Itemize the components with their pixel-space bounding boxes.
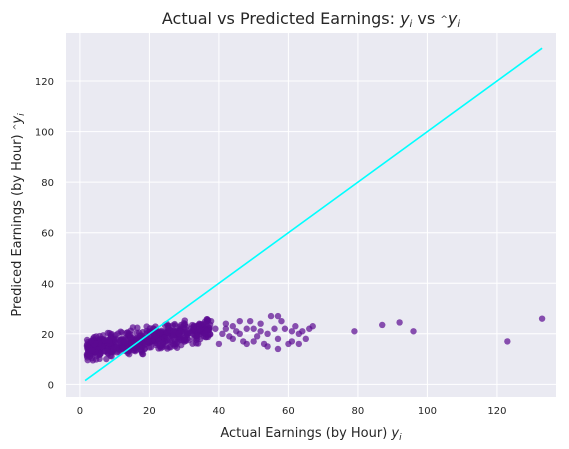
x-tick-label: 100 (418, 406, 437, 417)
scatter-point (151, 333, 158, 340)
scatter-point (193, 340, 200, 347)
y-tick-label: 100 (35, 128, 54, 139)
scatter-point (274, 312, 282, 320)
scatter-point (110, 345, 117, 352)
scatter-point (196, 325, 204, 333)
y-tick-label: 0 (48, 380, 54, 391)
scatter-point (253, 333, 261, 340)
scatter-point (138, 348, 145, 356)
y-tick-label: 40 (41, 279, 54, 290)
scatter-point (222, 320, 230, 327)
scatter-point (288, 338, 296, 345)
y-tick-label: 120 (35, 77, 54, 88)
scatter-point (229, 323, 237, 330)
scatter-point (157, 345, 164, 352)
x-tick-label: 20 (143, 406, 156, 417)
scatter-point (181, 321, 188, 329)
scatter-point (119, 344, 127, 352)
scatter-point (175, 330, 182, 337)
scatter-point (250, 325, 257, 332)
scatter-point (267, 312, 275, 320)
y-tick-label: 60 (41, 229, 54, 240)
scatter-point (379, 321, 386, 329)
scatter-point (504, 338, 511, 345)
scatter-point (171, 320, 178, 328)
scatter-point (88, 347, 96, 354)
scatter-point (212, 325, 219, 332)
scatter-point (222, 325, 230, 332)
scatter-point (274, 335, 282, 343)
x-tick-label: 40 (213, 406, 226, 417)
scatter-point (351, 328, 358, 335)
scatter-point (281, 325, 289, 332)
scatter-point (173, 344, 181, 351)
reference-line-group (84, 47, 543, 382)
scatter-point (129, 324, 137, 331)
x-tick-label: 60 (282, 406, 295, 417)
scatter-point (250, 338, 257, 345)
scatter-point (201, 320, 208, 328)
scatter-point (236, 330, 243, 338)
scatter-point (106, 329, 113, 337)
scatter-point (146, 344, 153, 351)
x-axis-label: Actual Earnings (by Hour) yi (220, 426, 402, 443)
x-tick-labels: 0 20 40 60 80 100 120 (77, 406, 507, 417)
scatter-point (309, 323, 316, 330)
scatter-point (229, 335, 237, 343)
scatter-point (410, 328, 417, 335)
reference-line (84, 47, 543, 382)
scatter-point (538, 315, 546, 322)
scatter-point (105, 336, 113, 344)
scatter-point (219, 330, 226, 338)
scatter-point (184, 330, 191, 338)
scatter-point (170, 328, 177, 336)
scatter-point (87, 352, 94, 359)
scatter-point (157, 329, 164, 336)
scatter-point (103, 355, 110, 363)
scatter-point (295, 340, 303, 348)
scatter-point (243, 340, 250, 348)
y-axis-label: Prediced Earnings (by Hour) ^yi (10, 113, 27, 317)
y-tick-label: 80 (41, 178, 54, 189)
scatter-point (163, 343, 170, 350)
scatter-point (288, 328, 296, 335)
scatter-point (155, 337, 162, 345)
x-tick-label: 0 (77, 406, 83, 417)
scatter-point (302, 335, 309, 343)
scatter-point (236, 317, 243, 325)
scatter-point (264, 343, 271, 350)
scatter-point (243, 325, 250, 332)
scatter-point (278, 317, 285, 325)
x-tick-label: 120 (487, 406, 506, 417)
scatter-point (116, 337, 124, 344)
scatter-point (117, 328, 124, 335)
scatter-points (83, 312, 546, 364)
scatter-point (193, 332, 201, 340)
chart-title: Actual vs Predicted Earnings: yi vs ^yi (162, 9, 460, 30)
scatter-point (101, 336, 108, 344)
scatter-point (87, 338, 95, 345)
y-tick-labels: 0 20 40 60 80 100 120 (35, 77, 54, 391)
scatter-point (246, 317, 254, 325)
scatter-point (143, 323, 150, 330)
scatter-point (215, 340, 223, 348)
scatter-point (295, 330, 303, 338)
scatter-point (257, 320, 264, 327)
x-tick-label: 80 (352, 406, 365, 417)
scatter-point (181, 338, 188, 345)
scatter-point (201, 330, 209, 338)
scatter-point (396, 319, 403, 326)
scatter-point (190, 323, 197, 330)
scatter-point (264, 330, 271, 338)
scatter-point (257, 328, 264, 335)
y-tick-label: 20 (41, 330, 54, 341)
scatter-point (271, 325, 278, 332)
scatter-point (103, 347, 111, 355)
scatter-point (274, 345, 282, 353)
scatter-point (171, 338, 179, 345)
scatter-point (135, 329, 143, 336)
scatter-point (292, 323, 299, 330)
scatter-point (125, 330, 132, 337)
